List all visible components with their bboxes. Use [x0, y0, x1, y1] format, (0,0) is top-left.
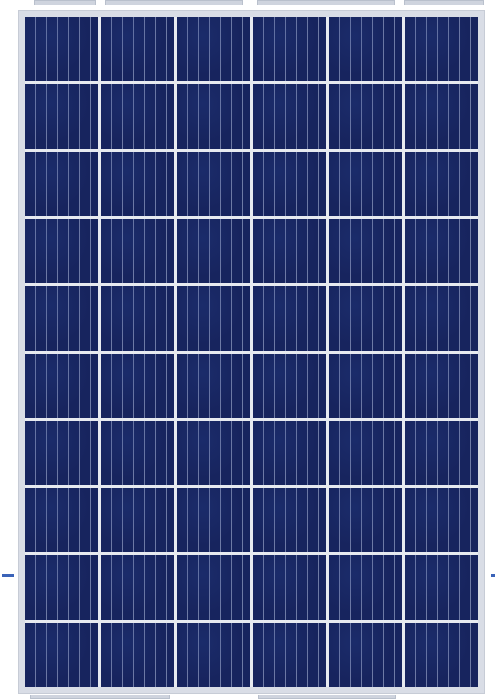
solar-cell — [177, 17, 250, 82]
solar-cell — [253, 420, 326, 486]
solar-cell — [405, 353, 478, 418]
solar-cell — [177, 151, 250, 216]
solar-cell — [329, 286, 402, 351]
solar-cell — [405, 151, 478, 216]
solar-cell — [25, 17, 98, 82]
solar-panel — [18, 10, 485, 694]
solar-cell — [329, 84, 402, 149]
solar-cell — [101, 420, 174, 486]
solar-cell — [101, 17, 174, 82]
solar-cell — [101, 218, 174, 284]
solar-cell — [329, 555, 402, 620]
top-tab — [34, 0, 96, 5]
solar-cell — [101, 151, 174, 216]
solar-cell — [253, 17, 326, 82]
solar-cell — [177, 420, 250, 486]
solar-cell — [25, 555, 98, 620]
right-stub — [491, 574, 495, 577]
solar-cell — [101, 488, 174, 553]
solar-cell — [329, 17, 402, 82]
top-tab — [257, 0, 395, 5]
solar-cell — [25, 84, 98, 149]
top-tab — [404, 0, 484, 5]
solar-cell — [101, 622, 174, 687]
solar-cell — [405, 84, 478, 149]
solar-cell — [329, 420, 402, 486]
solar-cell — [25, 488, 98, 553]
solar-cell — [329, 622, 402, 687]
solar-cell — [25, 286, 98, 351]
solar-cell — [253, 622, 326, 687]
solar-cell — [25, 151, 98, 216]
solar-cell — [253, 84, 326, 149]
solar-cell — [101, 555, 174, 620]
solar-cell — [177, 353, 250, 418]
solar-cell — [25, 353, 98, 418]
solar-cell — [25, 622, 98, 687]
solar-cell — [329, 218, 402, 284]
solar-cell — [253, 286, 326, 351]
solar-cell — [101, 84, 174, 149]
solar-cell — [177, 555, 250, 620]
left-stub — [2, 574, 14, 577]
solar-cell — [253, 151, 326, 216]
solar-cell — [405, 218, 478, 284]
solar-cell — [329, 151, 402, 216]
solar-cell — [177, 488, 250, 553]
solar-cell — [177, 218, 250, 284]
solar-cell — [405, 488, 478, 553]
solar-cell — [101, 286, 174, 351]
solar-cell — [329, 353, 402, 418]
cell-grid — [25, 17, 478, 687]
solar-cell — [177, 286, 250, 351]
solar-cell — [253, 555, 326, 620]
solar-cell — [25, 218, 98, 284]
solar-cell — [253, 353, 326, 418]
solar-cell — [177, 622, 250, 687]
solar-cell — [405, 286, 478, 351]
solar-cell — [177, 84, 250, 149]
top-tab — [105, 0, 243, 5]
solar-cell — [405, 555, 478, 620]
solar-cell — [253, 488, 326, 553]
solar-cell — [25, 420, 98, 486]
solar-cell — [101, 353, 174, 418]
bottom-tab — [30, 695, 170, 699]
solar-cell — [405, 420, 478, 486]
bottom-tab — [258, 695, 396, 699]
solar-cell — [405, 622, 478, 687]
solar-cell — [253, 218, 326, 284]
solar-cell — [329, 488, 402, 553]
solar-cell — [405, 17, 478, 82]
